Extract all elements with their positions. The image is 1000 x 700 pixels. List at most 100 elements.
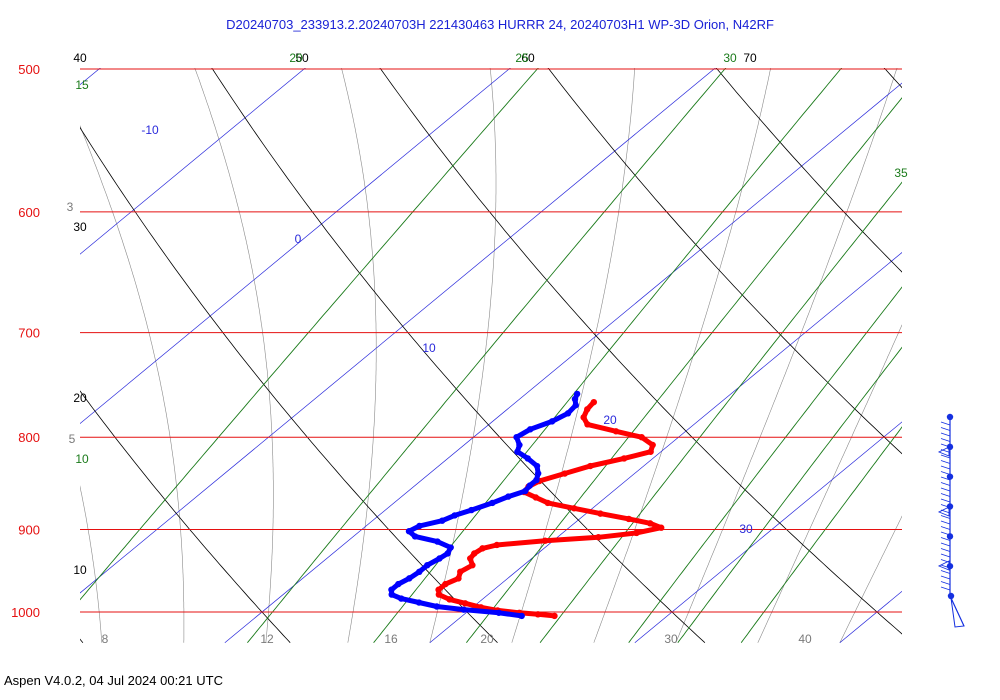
moist-adiabat xyxy=(80,485,103,643)
dry-adiabat xyxy=(715,68,902,273)
footer-text: Aspen V4.0.2, 04 Jul 2024 00:21 UTC xyxy=(4,673,223,688)
mixing-ratio-line xyxy=(466,97,902,643)
wind-barb xyxy=(940,581,951,585)
isotherm-label: -10 xyxy=(141,123,159,137)
wind-profile xyxy=(937,413,965,628)
dewpoint-point xyxy=(526,482,533,489)
dry-adiabat-label: 60 xyxy=(521,51,535,65)
isobar-label: 1000 xyxy=(11,605,40,620)
dewpoint-point xyxy=(468,506,475,514)
dewpoint-point xyxy=(533,462,541,470)
wind-barb xyxy=(940,515,951,519)
wind-barb xyxy=(940,575,951,580)
wind-barb xyxy=(940,586,951,591)
dewpoint-point xyxy=(415,599,423,606)
dry-adiabat-label: 30 xyxy=(73,220,87,234)
mixing-ratio-label: 30 xyxy=(723,51,737,65)
dewpoint-point xyxy=(505,493,512,500)
wind-barb xyxy=(940,432,951,437)
temperature-point xyxy=(461,600,469,607)
wind-level-dot xyxy=(946,503,954,510)
isotherm-label: 30 xyxy=(739,522,753,536)
wind-barb xyxy=(940,438,951,442)
wind-barb xyxy=(940,564,951,569)
isotherm-label: 10 xyxy=(422,341,436,355)
wind-barb xyxy=(940,482,951,486)
dewpoint-point xyxy=(572,402,579,409)
wind-barb xyxy=(940,531,951,536)
dewpoint-point xyxy=(573,390,581,398)
dewpoint-point xyxy=(436,555,443,562)
mixing-ratio-label: 35 xyxy=(894,166,908,180)
temperature-point xyxy=(620,455,628,462)
dry-adiabat-label: 40 xyxy=(73,51,87,65)
dewpoint-point xyxy=(398,595,405,602)
wind-barb xyxy=(940,520,951,525)
bottom-temperature-label: 16 xyxy=(384,632,398,646)
wind-barb xyxy=(940,570,951,574)
temperature-point xyxy=(455,575,462,582)
dewpoint-point xyxy=(460,606,467,613)
temperature-point xyxy=(442,580,449,588)
dry-adiabat xyxy=(883,68,902,89)
dewpoint-point xyxy=(416,568,423,576)
dry-adiabat xyxy=(80,126,498,643)
mixing-ratio-line xyxy=(247,68,727,643)
moist-adiabat xyxy=(429,68,497,643)
temperature-point xyxy=(541,537,549,544)
temperature-point xyxy=(580,414,587,421)
moist-adiabat xyxy=(675,68,898,643)
wind-pennant xyxy=(937,560,950,571)
bottom-temperature-label: 12 xyxy=(260,632,274,646)
isotherm-line xyxy=(80,68,306,255)
isotherm-line xyxy=(80,68,511,425)
wind-level-dot xyxy=(946,413,954,421)
wind-barb xyxy=(940,537,951,541)
dry-adiabat-label: 50 xyxy=(295,51,309,65)
wind-barb xyxy=(940,443,951,448)
wind-pennant xyxy=(937,446,950,457)
dewpoint-point xyxy=(524,455,531,462)
wind-barb xyxy=(940,454,951,459)
isobar-label: 500 xyxy=(18,62,40,77)
temperature-point xyxy=(493,541,501,549)
temperature-point xyxy=(638,433,645,441)
profile-layer xyxy=(388,390,665,620)
dewpoint-point xyxy=(395,580,402,588)
dewpoint-point xyxy=(514,448,521,455)
wind-barb xyxy=(940,476,951,481)
wind-barb xyxy=(940,427,951,431)
mixing-ratio-line xyxy=(80,68,539,601)
wind-barb xyxy=(940,548,951,552)
temperature-point xyxy=(471,550,478,557)
wind-barb xyxy=(940,559,951,563)
isobar-label: 900 xyxy=(18,522,40,537)
dewpoint-point xyxy=(411,533,419,540)
dry-adiabat xyxy=(80,390,291,643)
temperature-point xyxy=(551,612,558,620)
dewpoint-point xyxy=(513,433,520,441)
temperature-point xyxy=(612,428,620,435)
wind-level-dot xyxy=(946,562,954,570)
isobar-label: 700 xyxy=(18,326,40,341)
temperature-point xyxy=(584,406,591,413)
wind-level-dot xyxy=(947,592,955,600)
temperature-point xyxy=(658,524,665,531)
temperature-point xyxy=(457,568,464,576)
dewpoint-point xyxy=(405,528,413,535)
wind-barb xyxy=(950,597,965,627)
dry-adiabat-label: 20 xyxy=(73,391,87,405)
isobar-label: 600 xyxy=(18,205,40,220)
dewpoint-point xyxy=(571,395,579,403)
temperature-point xyxy=(646,520,654,527)
isotherm-line xyxy=(634,421,902,643)
isobar-layer xyxy=(80,68,902,613)
temperature-point xyxy=(532,494,540,501)
mixing-ratio-line xyxy=(628,286,902,643)
dewpoint-point xyxy=(564,410,572,417)
dewpoint-point xyxy=(433,603,440,610)
wind-barb xyxy=(940,465,951,470)
dewpoint-point xyxy=(521,487,529,495)
isotherm-label: 0 xyxy=(295,232,302,246)
